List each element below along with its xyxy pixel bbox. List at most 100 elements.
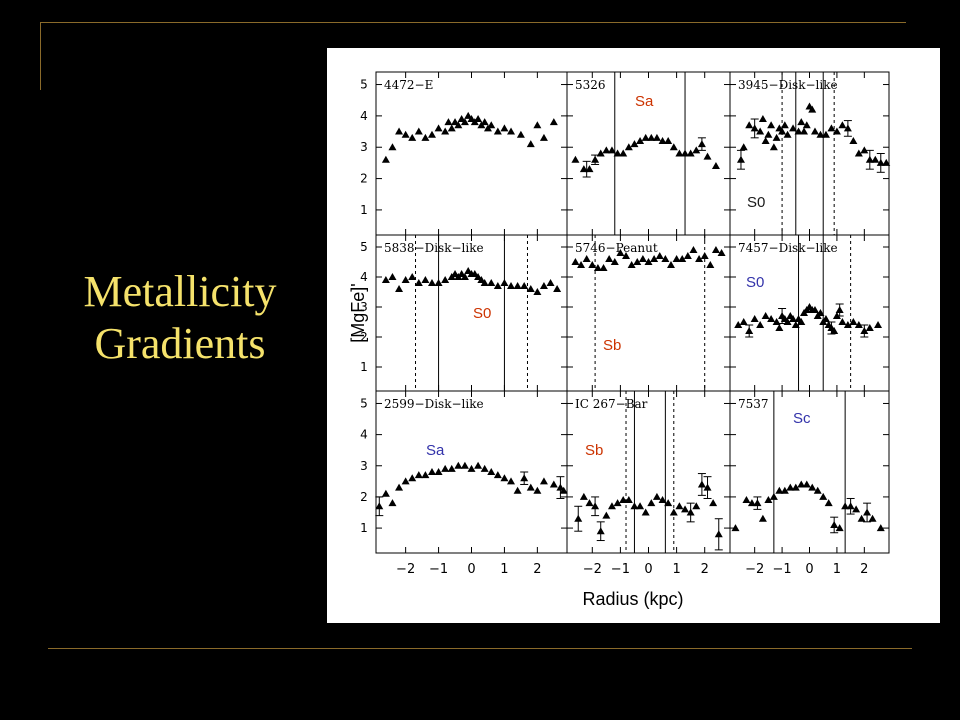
data-point xyxy=(480,118,489,126)
x-tick-label: 2 xyxy=(533,562,541,577)
data-point xyxy=(454,121,463,129)
data-point xyxy=(500,124,509,132)
data-point xyxy=(843,321,852,328)
data-point xyxy=(802,480,811,488)
data-point xyxy=(661,255,670,262)
data-point xyxy=(810,127,819,135)
morphology-label: S0 xyxy=(473,305,491,322)
data-point xyxy=(644,258,653,265)
data-point xyxy=(467,115,476,123)
data-point xyxy=(582,255,591,262)
data-point xyxy=(408,133,417,141)
data-point xyxy=(854,149,863,157)
y-tick-label: 4 xyxy=(360,109,368,123)
y-tick-label: 1 xyxy=(360,360,368,374)
data-point xyxy=(607,502,616,510)
data-point xyxy=(641,133,650,141)
data-point xyxy=(816,309,825,316)
data-point xyxy=(669,143,678,151)
data-point xyxy=(652,133,661,141)
data-point xyxy=(451,270,460,277)
data-point xyxy=(767,121,776,129)
data-point xyxy=(447,124,456,132)
data-point xyxy=(843,124,852,132)
data-point xyxy=(591,502,600,510)
x-tick-label: 2 xyxy=(701,562,709,577)
data-point xyxy=(652,492,661,500)
data-point xyxy=(703,483,712,491)
data-point xyxy=(493,471,502,479)
y-tick-label: 3 xyxy=(360,140,368,154)
x-tick-label: 0 xyxy=(805,562,813,577)
data-point xyxy=(750,315,759,322)
data-point xyxy=(605,255,614,262)
panel-galaxy-label: 5326 xyxy=(575,78,606,92)
panel-galaxy-label: 7537 xyxy=(738,397,769,411)
y-tick-label: 2 xyxy=(360,172,368,186)
data-point xyxy=(602,511,611,519)
data-point xyxy=(457,115,466,123)
gradient-panel-grid: 1 2 3 4 5 4472−E 5326 Sa 3945−Disk−like S0 1 2 3 4 5 58… xyxy=(348,71,891,609)
data-point xyxy=(381,155,390,163)
y-tick-label: 1 xyxy=(360,203,368,217)
data-point xyxy=(493,127,502,135)
data-point xyxy=(876,524,885,532)
data-point xyxy=(556,483,565,491)
data-point xyxy=(474,115,483,123)
data-point xyxy=(574,514,583,522)
data-point xyxy=(591,155,600,163)
y-tick-label: 5 xyxy=(360,240,368,254)
data-point xyxy=(821,130,830,138)
data-point xyxy=(641,508,650,516)
data-point xyxy=(672,255,681,262)
y-tick-label: 1 xyxy=(360,521,368,535)
data-point xyxy=(464,267,473,274)
data-point xyxy=(467,464,476,472)
data-point xyxy=(865,155,874,163)
panel-frame xyxy=(375,234,568,392)
data-point xyxy=(487,468,496,475)
data-point xyxy=(703,152,712,160)
data-point xyxy=(520,282,529,289)
data-point xyxy=(507,127,516,135)
panel-galaxy-label: 7457−Disk−like xyxy=(738,241,838,255)
data-point xyxy=(697,140,706,148)
data-point xyxy=(835,306,844,313)
data-point xyxy=(854,321,863,328)
data-point xyxy=(686,149,695,157)
data-point xyxy=(692,146,701,154)
data-point xyxy=(786,483,795,491)
data-point xyxy=(630,140,639,148)
data-point xyxy=(756,127,765,135)
data-point xyxy=(507,477,516,485)
y-tick-label: 4 xyxy=(360,428,368,442)
data-point xyxy=(838,121,847,129)
data-point xyxy=(539,282,548,289)
data-point xyxy=(636,136,645,144)
data-point xyxy=(408,474,417,482)
data-point xyxy=(579,492,588,500)
y-tick-label: 2 xyxy=(360,490,368,504)
data-point xyxy=(500,474,509,482)
data-point xyxy=(841,502,850,510)
morphology-label: S0 xyxy=(747,194,765,211)
data-point xyxy=(769,492,778,500)
data-point xyxy=(395,483,404,491)
data-point xyxy=(731,524,740,532)
data-point xyxy=(441,464,450,472)
data-point xyxy=(401,477,410,485)
data-point xyxy=(375,502,384,510)
slide-title-line-1: Metallicity xyxy=(83,267,277,316)
data-point xyxy=(610,258,619,265)
x-tick-label: 0 xyxy=(644,562,652,577)
panel-frame xyxy=(375,390,568,554)
data-point xyxy=(697,480,706,488)
data-point xyxy=(830,520,839,528)
data-point xyxy=(599,264,608,271)
data-point xyxy=(711,162,720,170)
x-tick-label: 1 xyxy=(672,562,680,577)
data-point xyxy=(571,258,580,265)
data-point xyxy=(700,252,709,259)
data-point xyxy=(593,264,602,271)
data-point xyxy=(756,321,765,328)
